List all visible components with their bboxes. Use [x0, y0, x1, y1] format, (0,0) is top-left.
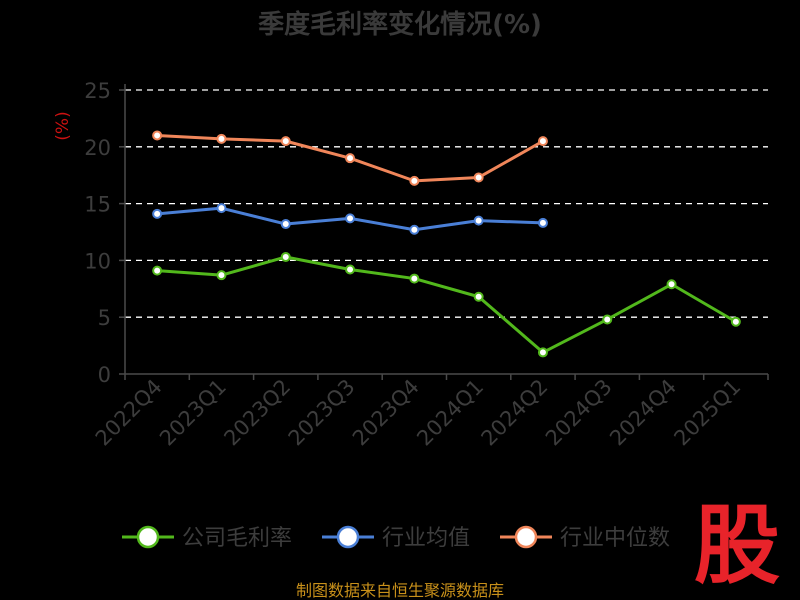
axes: 05101520252022Q42023Q12023Q22023Q32023Q4… — [84, 79, 769, 451]
data-point[interactable] — [666, 279, 677, 290]
legend-item[interactable]: 行业中位数 — [500, 525, 670, 551]
brand-logo: 股 — [694, 496, 780, 596]
legend[interactable]: 公司毛利率 行业均值 行业中位数 — [122, 525, 670, 551]
data-point[interactable] — [409, 273, 420, 284]
data-point[interactable] — [216, 270, 227, 281]
data-point[interactable] — [345, 213, 356, 224]
x-tick-label: 2024Q4 — [605, 375, 681, 451]
series-2 — [152, 203, 548, 235]
y-tick-label: 25 — [84, 79, 111, 103]
data-point[interactable] — [473, 172, 484, 183]
x-tick-label: 2023Q2 — [219, 375, 295, 451]
data-point[interactable] — [280, 136, 291, 147]
data-point[interactable] — [280, 251, 291, 262]
legend-marker — [136, 525, 160, 549]
data-point[interactable] — [152, 130, 163, 141]
x-tick-label: 2023Q3 — [284, 375, 360, 451]
legend-item[interactable]: 行业均值 — [322, 525, 470, 551]
data-point[interactable] — [473, 215, 484, 226]
series-3 — [152, 130, 548, 186]
data-point[interactable] — [345, 153, 356, 164]
x-tick-label: 2024Q1 — [412, 375, 488, 451]
x-tick-label: 2024Q3 — [541, 375, 617, 451]
y-axis-label: (%) — [53, 111, 73, 140]
y-tick-label: 5 — [98, 306, 111, 330]
data-point[interactable] — [152, 208, 163, 219]
data-point[interactable] — [345, 264, 356, 275]
data-point[interactable] — [473, 291, 484, 302]
y-tick-label: 0 — [98, 363, 111, 387]
legend-label: 行业中位数 — [560, 526, 670, 551]
data-point[interactable] — [602, 314, 613, 325]
series-layer — [152, 130, 741, 358]
data-point[interactable] — [216, 133, 227, 144]
x-tick-label: 2023Q1 — [155, 375, 231, 451]
data-point[interactable] — [537, 347, 548, 358]
data-point[interactable] — [409, 224, 420, 235]
data-source-note: 制图数据来自恒生聚源数据库 — [296, 581, 504, 600]
legend-label: 公司毛利率 — [182, 526, 292, 551]
data-point[interactable] — [280, 219, 291, 230]
data-point[interactable] — [537, 136, 548, 147]
legend-marker — [336, 525, 360, 549]
x-tick-label: 2024Q2 — [477, 375, 553, 451]
y-tick-label: 15 — [84, 193, 111, 217]
series-1 — [152, 251, 741, 358]
data-point[interactable] — [152, 265, 163, 276]
data-point[interactable] — [730, 316, 741, 327]
series-line — [157, 255, 737, 354]
legend-marker — [514, 525, 538, 549]
data-point[interactable] — [537, 217, 548, 228]
legend-item[interactable]: 公司毛利率 — [122, 525, 292, 551]
data-point[interactable] — [409, 175, 420, 186]
x-tick-label: 2023Q4 — [348, 375, 424, 451]
y-tick-label: 10 — [84, 249, 111, 273]
chart-title: 季度毛利率变化情况(%) — [258, 9, 542, 40]
data-point[interactable] — [216, 203, 227, 214]
legend-label: 行业均值 — [382, 526, 470, 551]
x-tick-label: 2025Q1 — [669, 375, 745, 451]
grid-lines — [125, 89, 768, 318]
y-tick-label: 20 — [84, 136, 111, 160]
